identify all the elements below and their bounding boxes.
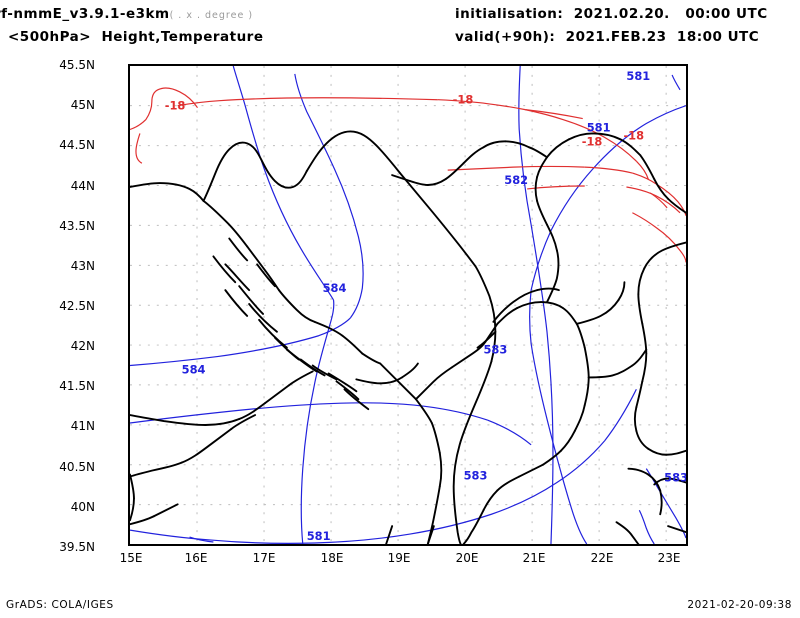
x-axis-tick-0: 15E: [119, 551, 143, 565]
map-plot-area: 581 581 582 584 583 584 583 583 581 -18 …: [128, 64, 688, 546]
model-name-header: rf-nmmE_v3.9.1-e3km( . x . degree ): [0, 6, 253, 22]
x-axis-tick-5: 20E: [455, 551, 479, 565]
y-axis-tick-3: 44N: [70, 179, 95, 193]
height-contours: [130, 66, 686, 544]
map-canvas: 581 581 582 584 583 584 583 583 581 -18 …: [130, 66, 686, 544]
level-field-header: <500hPa> Height,Temperature: [8, 29, 264, 45]
y-axis-tick-10: 40.5N: [59, 460, 95, 474]
contour-label-581-right: 581: [587, 120, 611, 134]
model-resolution-text: ( . x . degree ): [169, 10, 254, 21]
initialisation-header: initialisation: 2021.02.20. 00:00 UTC: [455, 6, 768, 22]
y-axis-tick-4: 43.5N: [59, 219, 95, 233]
y-axis-tick-1: 45N: [70, 98, 95, 112]
y-axis-tick-8: 41.5N: [59, 379, 95, 393]
temperature-contours: [130, 87, 686, 263]
y-axis-tick-9: 41N: [70, 419, 95, 433]
temp-label-18-top: -18: [453, 93, 474, 107]
x-axis-tick-2: 17E: [252, 551, 276, 565]
temp-label-18-left: -18: [165, 99, 186, 113]
x-axis-tick-1: 16E: [184, 551, 208, 565]
contour-label-584-center: 584: [323, 281, 347, 295]
x-axis-tick-4: 19E: [387, 551, 411, 565]
valid-time-header: valid(+90h): 2021.FEB.23 18:00 UTC: [455, 29, 760, 45]
model-name-text: rf-nmmE_v3.9.1-e3km: [0, 6, 170, 22]
grads-credit-footer: GrADS: COLA/IGES: [6, 599, 114, 611]
grid-dots: [130, 66, 686, 544]
y-axis-tick-0: 45.5N: [59, 58, 95, 72]
y-axis-tick-11: 40N: [70, 500, 95, 514]
contour-label-583-bottomright: 583: [664, 471, 686, 485]
contour-label-582: 582: [504, 173, 528, 187]
coastlines-and-borders: [130, 130, 686, 544]
y-axis-tick-2: 44.5N: [59, 138, 95, 152]
contour-label-583-bottom: 583: [464, 469, 488, 483]
x-axis-tick-8: 23E: [657, 551, 681, 565]
y-axis-tick-6: 42.5N: [59, 299, 95, 313]
y-axis-tick-12: 39.5N: [59, 540, 95, 554]
y-axis-tick-5: 43N: [70, 259, 95, 273]
x-axis-tick-3: 18E: [320, 551, 344, 565]
render-timestamp-footer: 2021-02-20-09:38: [687, 599, 792, 611]
x-axis-tick-7: 22E: [590, 551, 614, 565]
temp-label-18-right1: -18: [582, 134, 603, 148]
contour-label-584-left: 584: [182, 362, 206, 376]
contour-label-583-center: 583: [483, 343, 507, 357]
y-axis-tick-7: 42N: [70, 339, 95, 353]
x-axis-tick-6: 21E: [522, 551, 546, 565]
contour-label-581-topright: 581: [626, 69, 650, 83]
contour-labels: 581 581 582 584 583 584 583 583 581 -18 …: [165, 69, 686, 543]
temp-label-18-right2: -18: [623, 128, 644, 142]
contour-label-581-bottom: 581: [307, 529, 331, 543]
